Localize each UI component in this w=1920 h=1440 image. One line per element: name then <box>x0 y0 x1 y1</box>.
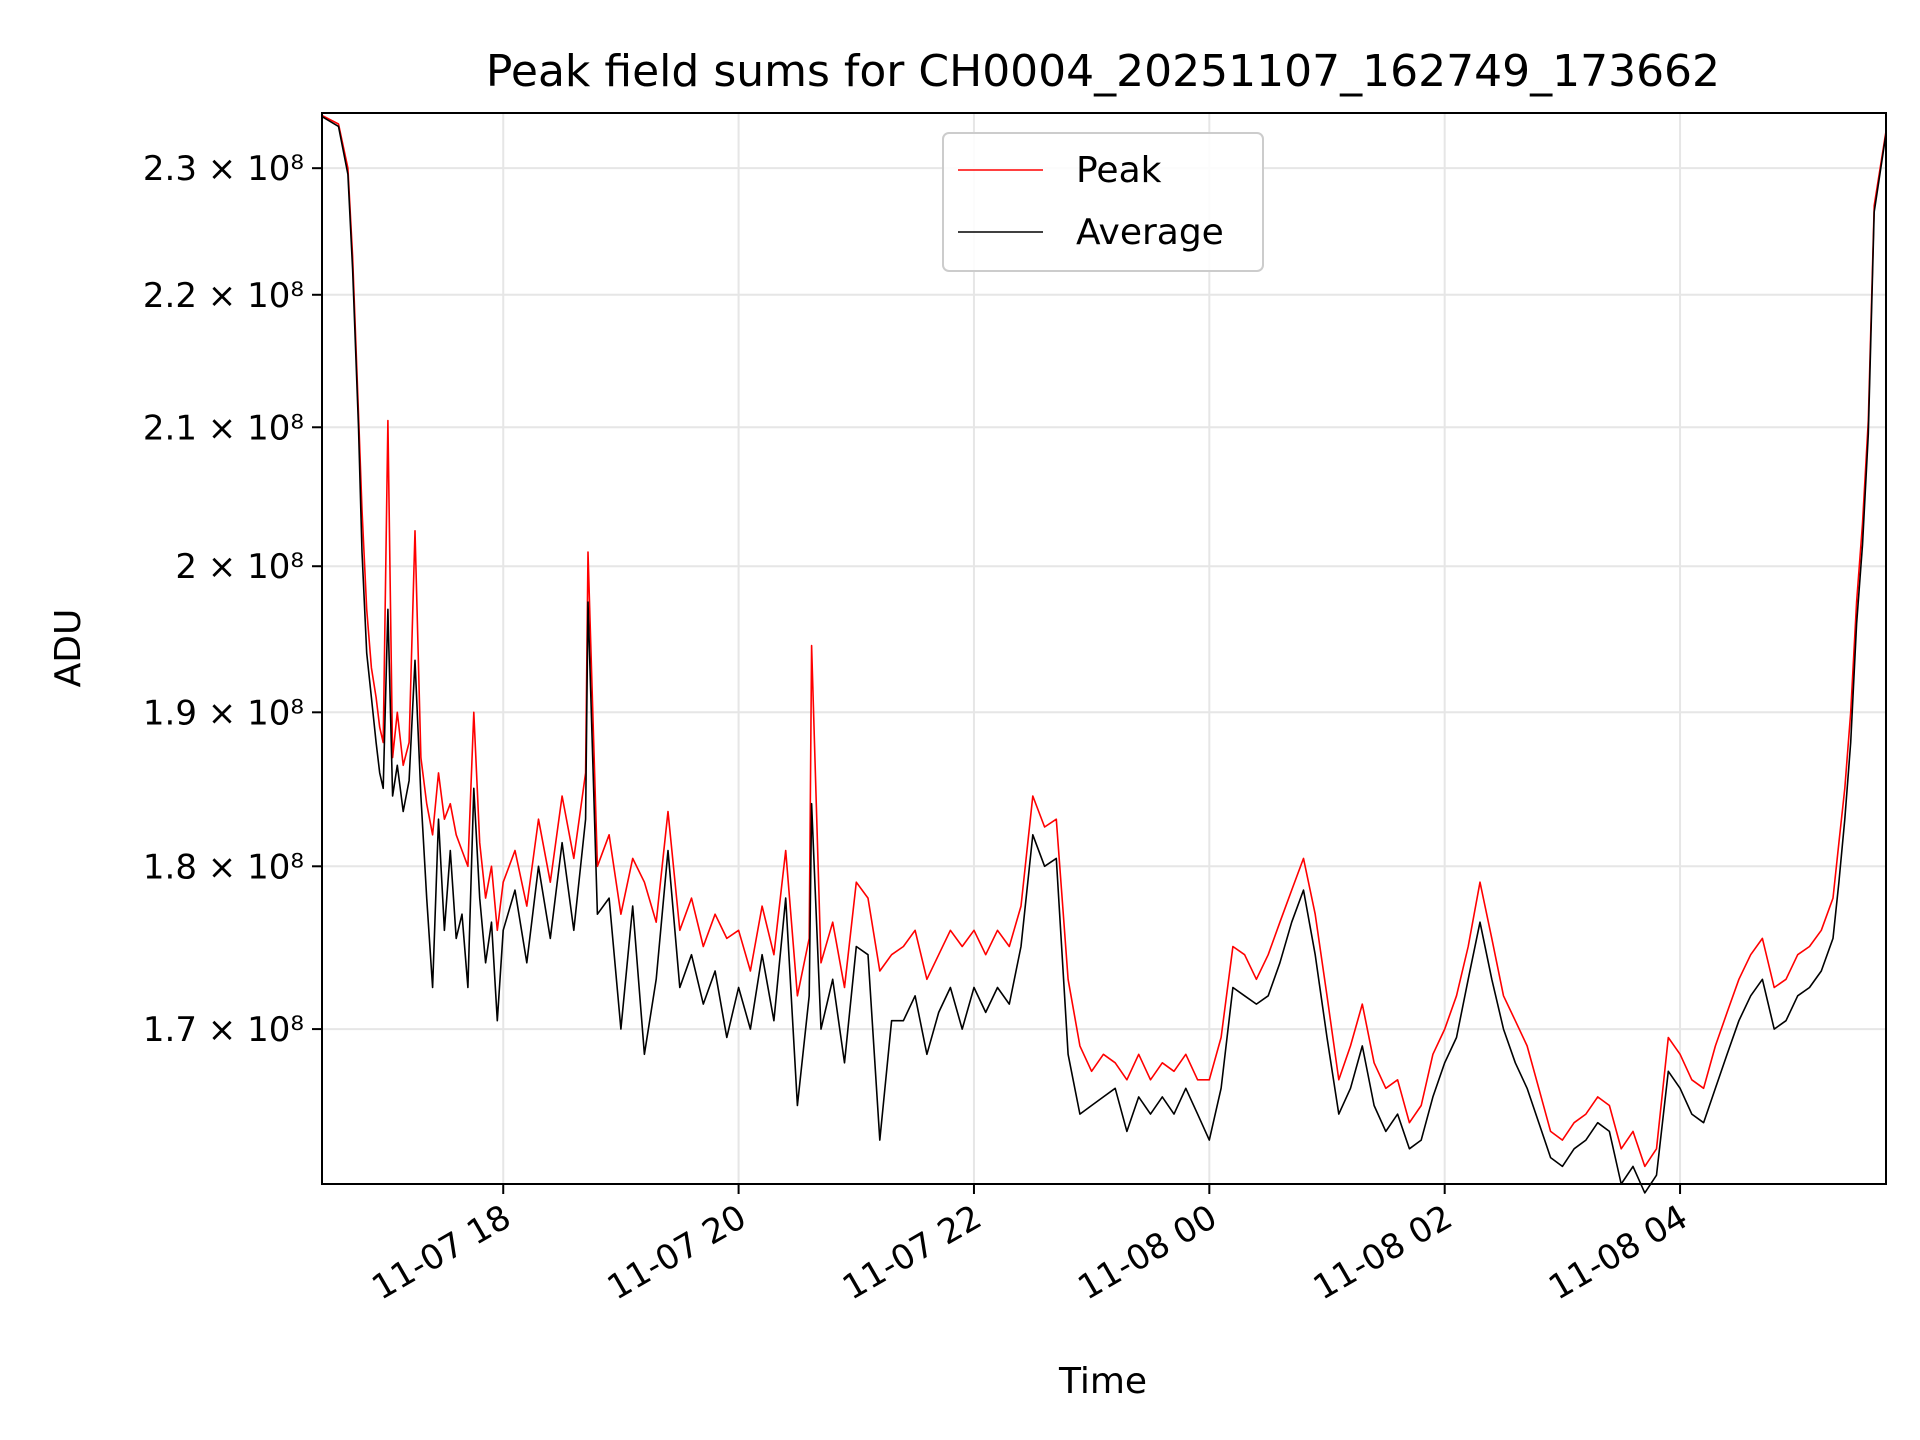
x-axis-label: Time <box>1058 1361 1147 1402</box>
y-tick-label: 2 × 10⁸ <box>175 547 304 587</box>
y-tick-label: 1.8 × 10⁸ <box>143 847 304 887</box>
y-tick-label: 1.7 × 10⁸ <box>143 1010 304 1050</box>
series-line-average <box>321 115 1887 1194</box>
y-axis-label: ADU <box>48 609 89 688</box>
grid-lines <box>322 113 1886 1184</box>
series-lines <box>321 114 1887 1194</box>
y-tick-label: 2.1 × 10⁸ <box>143 408 304 448</box>
chart-title: Peak field sums for CH0004_20251107_1627… <box>486 46 1720 97</box>
legend-label-average: Average <box>1076 212 1224 253</box>
y-axis-ticks: 1.7 × 10⁸ 1.8 × 10⁸ 1.9 × 10⁸ 2 × 10⁸ 2.1 × … <box>143 149 322 1050</box>
legend: Peak Average <box>942 132 1264 272</box>
y-tick-label: 2.2 × 10⁸ <box>143 276 304 316</box>
legend-box <box>942 132 1264 272</box>
series-line-peak <box>321 114 1887 1168</box>
plot-frame <box>321 112 1887 1185</box>
y-tick-label: 2.3 × 10⁸ <box>143 149 304 189</box>
y-tick-label: 1.9 × 10⁸ <box>143 693 304 733</box>
legend-label-peak: Peak <box>1076 150 1162 191</box>
